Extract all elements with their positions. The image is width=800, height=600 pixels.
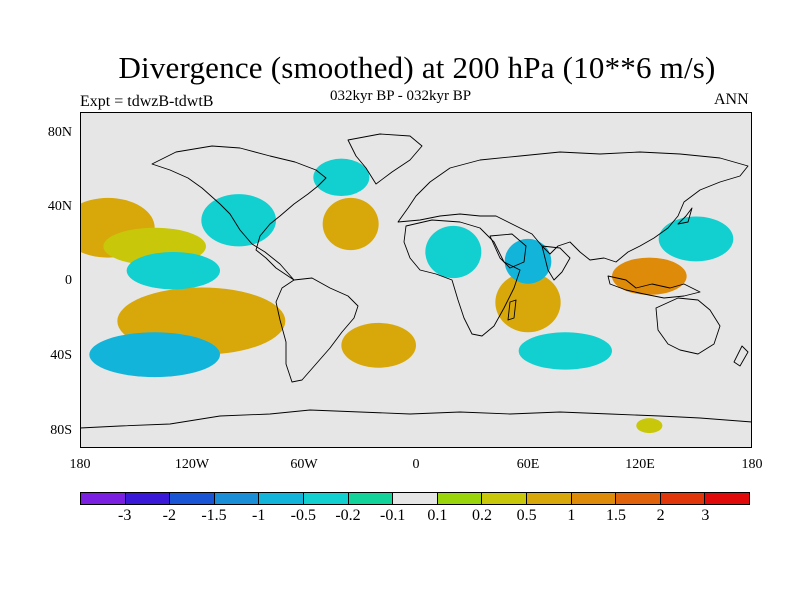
- coast-new-zealand: [733, 345, 749, 367]
- colorbar-label: -2: [162, 507, 176, 524]
- colorbar-swatch: [303, 493, 349, 504]
- colorbar-label: -1.5: [201, 507, 227, 524]
- coast-eurasia: [397, 151, 749, 263]
- ytick-80s: 80S: [50, 423, 72, 438]
- colorbar-label: -0.5: [290, 507, 316, 524]
- field-east-pacific-negative: [126, 252, 220, 290]
- xtick-0: 0: [412, 457, 420, 472]
- xtick-120w: 120W: [174, 457, 210, 472]
- coast-japan: [677, 207, 693, 225]
- field-south-atlantic-positive: [341, 322, 416, 368]
- colorbar-swatch: [705, 493, 749, 504]
- field-indian-ocean-positive: [495, 272, 561, 333]
- coast-india: [541, 245, 571, 281]
- colorbar-swatch: [482, 493, 527, 504]
- colorbar-label: 1: [567, 507, 576, 524]
- ytick-40s: 40S: [50, 348, 72, 363]
- colorbar-swatch: [170, 493, 215, 504]
- coast-greenland: [347, 133, 423, 185]
- ytick-40n: 40N: [47, 199, 72, 214]
- coast-south-america: [275, 277, 359, 383]
- coast-arabia: [489, 233, 527, 269]
- colorbar-label: -3: [117, 507, 132, 524]
- chart-subtitle: 032kyr BP - 032kyr BP: [330, 88, 472, 104]
- colorbar-swatch: [81, 493, 126, 504]
- xtick-180e: 180: [741, 457, 763, 472]
- colorbar-swatch: [660, 493, 706, 504]
- field-antarctic-positive: [636, 418, 663, 434]
- colorbar-swatch: [571, 493, 617, 504]
- colorbar-swatch: [259, 493, 304, 504]
- coast-madagascar: [507, 299, 517, 321]
- coast-australia: [655, 297, 721, 355]
- xtick-60w: 60W: [290, 457, 318, 472]
- colorbar-swatch: [393, 493, 438, 504]
- field-north-america-negative: [201, 194, 276, 247]
- experiment-label: Expt = tdwzB-tdwtB: [80, 93, 214, 110]
- colorbar-swatch: [214, 493, 260, 504]
- coast-north-america: [151, 145, 327, 281]
- coastlines: [80, 133, 752, 429]
- field-west-pacific-negative: [658, 216, 734, 262]
- field-atlantic-positive: [322, 197, 379, 251]
- colorbar-label: 3: [701, 507, 710, 524]
- divergence-map: [80, 112, 752, 448]
- field-maritime-continent-positive: [612, 257, 687, 295]
- colorbar: [80, 492, 750, 505]
- ytick-80n: 80N: [47, 125, 72, 140]
- colorbar-swatch: [348, 493, 394, 504]
- colorbar-label: 0.1: [427, 507, 448, 524]
- coast-antarctica: [80, 409, 752, 429]
- colorbar-label: -0.2: [335, 507, 361, 524]
- field-southeast-pacific-negative: [89, 332, 220, 378]
- colorbar-label: -1: [251, 507, 266, 524]
- ytick-0: 0: [65, 273, 72, 288]
- xtick-60e: 60E: [516, 457, 540, 472]
- field-arabia-negative: [504, 238, 552, 284]
- season-label: ANN: [714, 91, 749, 108]
- coast-maritime-continent: [607, 275, 701, 299]
- xtick-120e: 120E: [625, 457, 655, 472]
- xtick-180w: 180: [69, 457, 91, 472]
- colorbar-swatch: [125, 493, 171, 504]
- chart-title: Divergence (smoothed) at 200 hPa (10**6 …: [118, 50, 716, 85]
- colorbar-swatch: [437, 493, 483, 504]
- colorbar-label: 0.2: [472, 507, 492, 524]
- field-africa-negative: [425, 225, 482, 279]
- colorbar-swatch: [616, 493, 661, 504]
- field-north-atlantic-negative: [313, 158, 370, 196]
- divergence-field: [80, 158, 734, 434]
- colorbar-label: -0.1: [379, 507, 406, 524]
- colorbar-label: 2: [656, 507, 665, 524]
- coast-africa: [403, 219, 521, 337]
- colorbar-swatch: [526, 493, 572, 504]
- colorbar-label: 0.5: [516, 507, 537, 524]
- field-southern-indian-negative: [518, 332, 612, 370]
- colorbar-label: 1.5: [606, 507, 626, 524]
